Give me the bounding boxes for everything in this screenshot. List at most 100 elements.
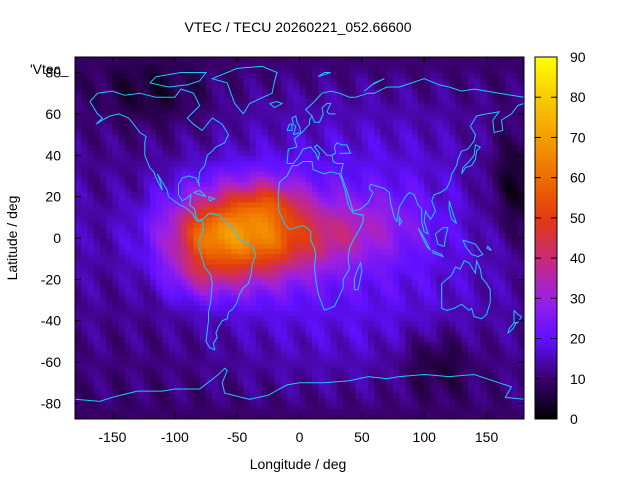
heatmap-cell — [268, 398, 276, 405]
heatmap-cell — [424, 284, 432, 291]
heatmap-cell — [168, 150, 176, 156]
heatmap-cell — [168, 222, 176, 229]
heatmap-cell — [280, 341, 288, 348]
heatmap-cell — [118, 305, 126, 311]
heatmap-cell — [417, 284, 425, 291]
heatmap-cell — [474, 274, 481, 280]
heatmap-cell — [442, 82, 450, 89]
heatmap-cell — [511, 398, 519, 405]
heatmap-cell — [424, 155, 432, 162]
heatmap-cell — [343, 320, 350, 327]
heatmap-cell — [212, 403, 220, 410]
heatmap-cell — [499, 88, 506, 94]
heatmap-cell — [287, 108, 294, 115]
heatmap-cell — [268, 165, 276, 172]
heatmap-cell — [249, 191, 257, 198]
heatmap-cell — [318, 382, 326, 389]
heatmap-cell — [405, 212, 413, 218]
heatmap-cell — [193, 57, 201, 63]
heatmap-cell — [511, 155, 519, 162]
heatmap-cell — [255, 320, 263, 327]
heatmap-cell — [424, 232, 432, 239]
heatmap-cell — [324, 274, 332, 280]
heatmap-cell — [318, 134, 326, 141]
heatmap-cell — [311, 217, 319, 224]
heatmap-cell — [486, 310, 494, 317]
heatmap-cell — [355, 253, 363, 260]
heatmap-cell — [517, 279, 524, 286]
heatmap-cell — [162, 150, 170, 156]
heatmap-cell — [280, 362, 288, 368]
heatmap-cell — [343, 253, 350, 260]
heatmap-cell — [149, 356, 157, 363]
heatmap-cell — [262, 175, 269, 182]
heatmap-cell — [361, 170, 369, 177]
heatmap-cell — [330, 124, 338, 130]
heatmap-cell — [162, 201, 170, 208]
heatmap-cell — [168, 191, 176, 198]
heatmap-cell — [99, 160, 107, 167]
heatmap-cell — [380, 263, 388, 270]
heatmap-cell — [511, 82, 519, 89]
heatmap-cell — [262, 362, 269, 368]
heatmap-cell — [467, 186, 475, 193]
heatmap-cell — [75, 382, 82, 389]
heatmap-cell — [361, 98, 369, 105]
heatmap-cell — [87, 393, 95, 399]
heatmap-cell — [230, 258, 238, 265]
heatmap-cell — [424, 82, 432, 89]
heatmap-cell — [75, 362, 82, 368]
heatmap-cell — [436, 300, 444, 306]
heatmap-cell — [81, 382, 89, 389]
heatmap-cell — [424, 124, 432, 130]
heatmap-cell — [287, 181, 294, 187]
heatmap-cell — [255, 238, 263, 244]
heatmap-cell — [75, 398, 82, 405]
heatmap-cell — [336, 289, 344, 296]
heatmap-cell — [455, 67, 463, 74]
heatmap-cell — [324, 387, 332, 394]
heatmap-cell — [417, 113, 425, 120]
heatmap-cell — [474, 305, 481, 311]
heatmap-cell — [230, 82, 238, 89]
heatmap-cell — [417, 139, 425, 146]
heatmap-cell — [336, 67, 344, 74]
heatmap-cell — [336, 315, 344, 322]
heatmap-cell — [474, 67, 481, 74]
heatmap-cell — [461, 320, 469, 327]
heatmap-cell — [393, 175, 400, 182]
heatmap-cell — [149, 150, 157, 156]
heatmap-cell — [311, 305, 319, 311]
heatmap-cell — [355, 232, 363, 239]
heatmap-cell — [205, 93, 213, 99]
heatmap-cell — [274, 351, 282, 358]
heatmap-cell — [411, 367, 419, 374]
heatmap-cell — [399, 77, 407, 84]
heatmap-cell — [386, 119, 394, 125]
heatmap-cell — [311, 372, 319, 379]
heatmap-cell — [168, 108, 176, 115]
heatmap-cell — [324, 227, 332, 234]
heatmap-cell — [268, 253, 276, 260]
heatmap-cell — [461, 103, 469, 110]
heatmap-cell — [511, 206, 519, 213]
heatmap-cell — [156, 103, 163, 110]
heatmap-cell — [386, 72, 394, 79]
heatmap-cell — [380, 325, 388, 332]
heatmap-cell — [87, 279, 95, 286]
heatmap-cell — [268, 263, 276, 270]
heatmap-cell — [181, 341, 188, 348]
heatmap-cell — [299, 393, 307, 399]
heatmap-cell — [243, 119, 251, 125]
heatmap-cell — [249, 305, 257, 311]
heatmap-cell — [75, 243, 82, 249]
heatmap-cell — [474, 113, 481, 120]
heatmap-cell — [187, 62, 195, 68]
heatmap-cell — [374, 310, 382, 317]
heatmap-cell — [336, 362, 344, 368]
heatmap-cell — [224, 377, 232, 384]
heatmap-cell — [305, 346, 313, 353]
heatmap-cell — [492, 346, 500, 353]
heatmap-cell — [137, 103, 145, 110]
heatmap-cell — [249, 103, 257, 110]
